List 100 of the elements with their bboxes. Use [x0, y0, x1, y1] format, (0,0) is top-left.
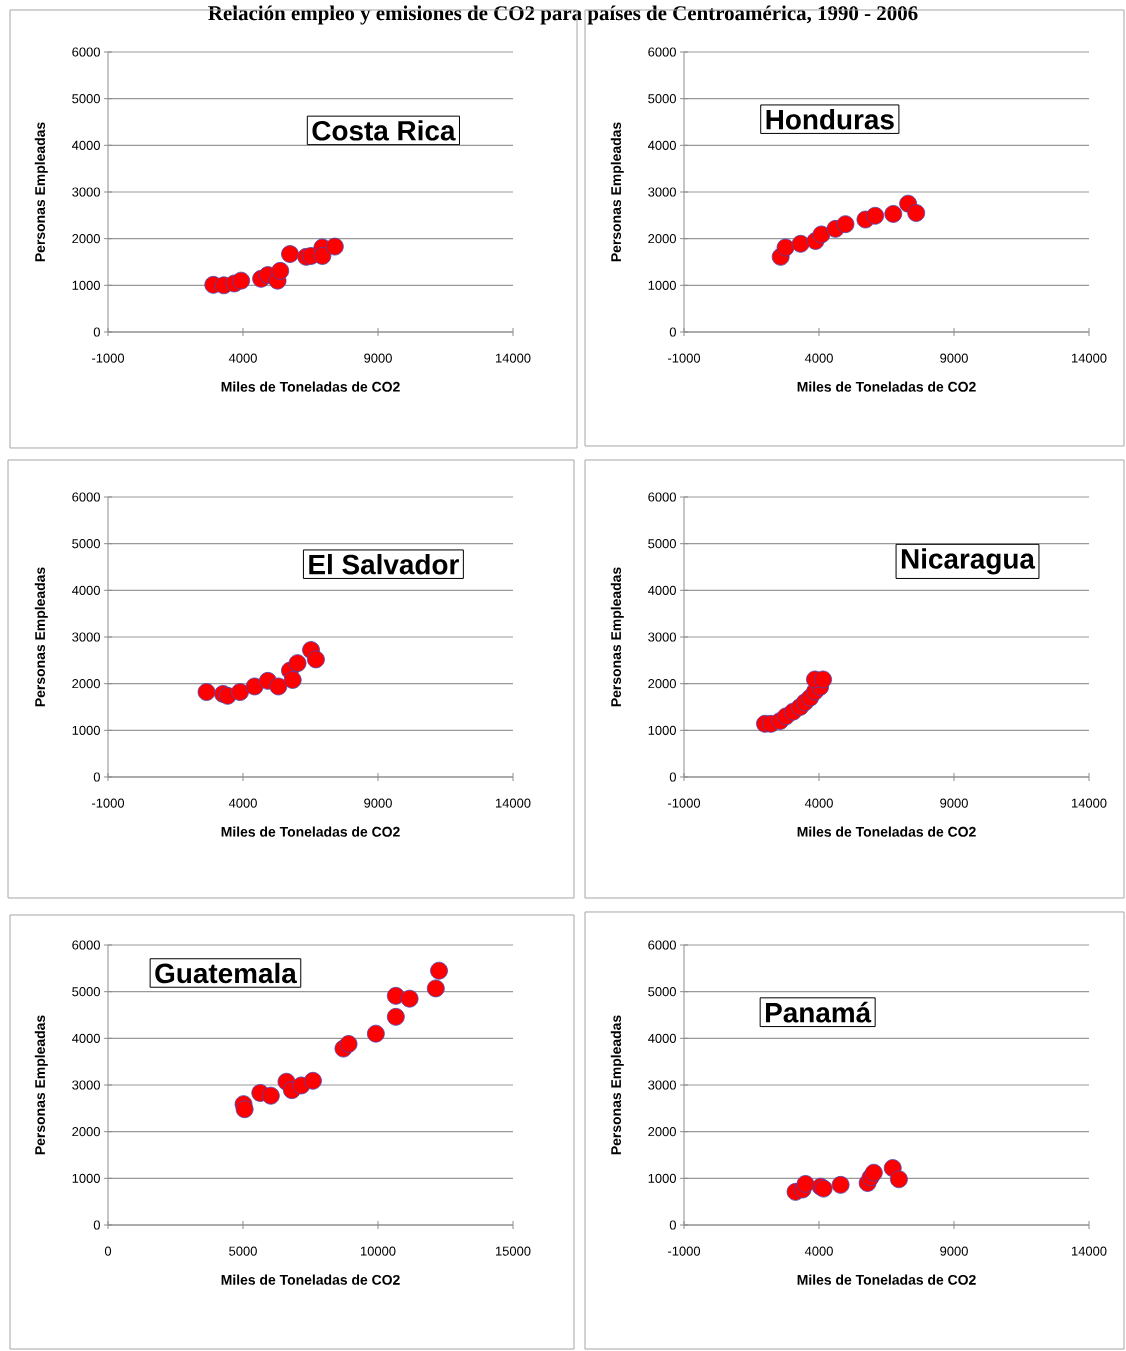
y-tick-label: 4000 — [647, 140, 676, 150]
point — [400, 989, 419, 1008]
y-tick-label: 3000 — [72, 1080, 100, 1090]
y-tick-label: 2000 — [72, 679, 100, 689]
y-tick-label: 0 — [669, 1220, 676, 1230]
text: Nicaragua — [901, 548, 1036, 575]
y-tick-label: 2000 — [648, 1127, 676, 1137]
point — [890, 1170, 908, 1189]
point — [231, 683, 249, 701]
point — [197, 683, 216, 701]
x-tick-label: 14000 — [495, 353, 531, 363]
y-tick-label: 6000 — [72, 47, 100, 57]
x-axis-title: Miles de Toneladas de CO2 — [221, 381, 400, 392]
x-axis-title: Miles de Toneladas de CO2 — [221, 826, 400, 837]
x-tick-label: 4000 — [804, 798, 833, 808]
y-tick-label: 3000 — [72, 632, 100, 642]
point — [245, 677, 264, 696]
y-tick-label: 4000 — [71, 585, 100, 595]
y-tick-label: 6000 — [648, 492, 676, 502]
y-axis-title: Personas Empleadas — [34, 1015, 48, 1155]
y-axis-title: Personas Empleadas — [610, 1015, 624, 1155]
x-axis-title: Miles de Toneladas de CO2 — [797, 381, 976, 392]
text: El Salvador — [309, 553, 459, 575]
point — [864, 1163, 883, 1182]
x-tick-label: 4000 — [228, 798, 257, 808]
y-axis-title: Personas Empleadas — [610, 122, 624, 262]
x-tick-label: -1000 — [92, 353, 125, 363]
point — [261, 1086, 280, 1105]
text: Panamá — [766, 1001, 872, 1023]
x-tick-label: 14000 — [495, 798, 531, 808]
x-tick-label: -1000 — [92, 798, 125, 808]
y-tick-label: 4000 — [71, 1033, 100, 1043]
y-tick-label: 1000 — [72, 280, 100, 290]
x-tick-label: 4000 — [804, 353, 833, 363]
y-tick-label: 0 — [93, 327, 100, 337]
x-tick-label: 9000 — [940, 353, 968, 363]
point — [283, 671, 302, 689]
point — [907, 204, 926, 222]
x-tick-label: 5000 — [229, 1246, 257, 1256]
y-tick-label: 5000 — [72, 539, 100, 549]
x-tick-label: 0 — [104, 1246, 112, 1256]
point — [796, 1175, 815, 1193]
y-tick-label: 4000 — [647, 1033, 676, 1043]
y-tick-label: 3000 — [648, 187, 676, 197]
point — [325, 237, 344, 256]
x-tick-label: 9000 — [940, 798, 968, 808]
y-tick-label: 4000 — [647, 585, 676, 595]
x-tick-label: 14000 — [1071, 353, 1107, 363]
y-tick-label: 1000 — [648, 280, 676, 290]
point — [831, 1175, 850, 1194]
y-tick-label: 3000 — [648, 632, 676, 642]
point — [426, 979, 445, 998]
y-axis-title: Personas Empleadas — [34, 567, 48, 707]
x-axis-title: Miles de Toneladas de CO2 — [797, 1274, 976, 1285]
point — [386, 986, 405, 1005]
x-tick-label: 9000 — [364, 353, 392, 363]
point — [430, 961, 448, 980]
y-tick-label: 6000 — [72, 492, 100, 502]
point — [271, 261, 290, 280]
y-tick-label: 2000 — [72, 234, 100, 244]
x-tick-label: -1000 — [668, 353, 701, 363]
x-axis-title: Miles de Toneladas de CO2 — [797, 826, 976, 837]
y-tick-label: 2000 — [648, 234, 676, 244]
y-tick-label: 5000 — [72, 94, 100, 104]
point — [281, 245, 299, 263]
point — [366, 1024, 385, 1043]
y-axis-title: Personas Empleadas — [34, 122, 48, 262]
point — [232, 271, 251, 290]
y-tick-label: 0 — [93, 1220, 100, 1230]
y-tick-label: 6000 — [648, 47, 676, 57]
y-tick-label: 5000 — [72, 987, 100, 997]
point — [386, 1007, 405, 1026]
x-tick-label: 14000 — [1071, 1246, 1107, 1256]
point — [776, 238, 795, 257]
x-tick-label: -1000 — [668, 1246, 701, 1256]
y-tick-label: 5000 — [648, 94, 676, 104]
y-tick-label: 5000 — [648, 539, 676, 549]
y-tick-label: 6000 — [648, 940, 676, 950]
y-tick-label: 3000 — [72, 187, 100, 197]
text: Honduras — [766, 108, 894, 130]
point — [836, 215, 855, 234]
y-tick-label: 4000 — [71, 140, 100, 150]
x-tick-label: 4000 — [228, 353, 257, 363]
x-tick-label: 10000 — [360, 1246, 396, 1256]
y-tick-label: 6000 — [72, 940, 100, 950]
point — [866, 206, 885, 225]
text: Guatemala — [155, 962, 297, 984]
point — [304, 1071, 322, 1090]
text: Costa Rica — [312, 120, 456, 141]
x-tick-label: 4000 — [804, 1246, 833, 1256]
text: Relación empleo y emisiones de CO2 para países de Centroamérica, 1990 - 2006 — [208, 5, 918, 25]
point — [814, 670, 832, 689]
x-tick-label: 9000 — [940, 1246, 968, 1256]
point — [313, 247, 332, 265]
x-tick-label: -1000 — [668, 798, 701, 808]
y-tick-label: 2000 — [72, 1127, 100, 1137]
y-tick-label: 0 — [669, 327, 676, 337]
x-tick-label: 15000 — [495, 1246, 531, 1256]
y-tick-label: 0 — [93, 772, 100, 782]
y-tick-label: 1000 — [648, 1173, 676, 1183]
